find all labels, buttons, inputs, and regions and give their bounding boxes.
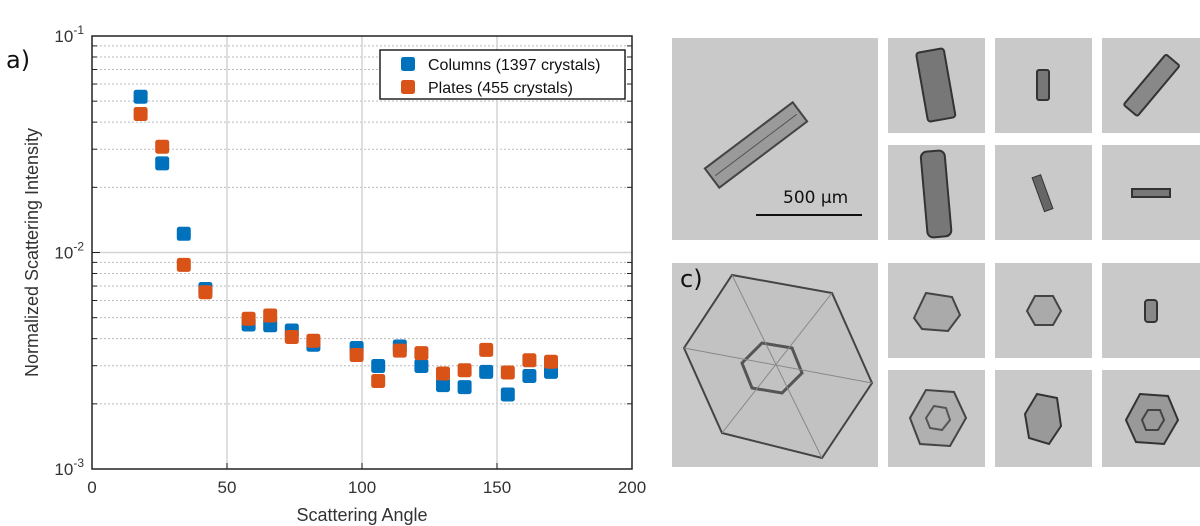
x-tick-label: 0 [87, 478, 96, 497]
column-crystal-photo [995, 38, 1092, 133]
legend-label: Plates (455 crystals) [428, 80, 573, 97]
x-tick-label: 200 [618, 478, 646, 497]
plate-crystal-photo [995, 263, 1092, 358]
column-data-point [436, 378, 450, 393]
legend-box [379, 49, 626, 100]
plate-crystal-photo [888, 263, 985, 358]
plate-data-point [371, 373, 386, 388]
scattering-chart: 0 50 100 150 200 10-1 10-2 10-3 Scattering Angle… [6, 23, 646, 525]
column-crystal-photo-large [672, 38, 878, 240]
plate-crystal-photo [888, 370, 985, 467]
plate-data-point [198, 285, 213, 300]
plate-data-point [479, 342, 494, 357]
x-tick-label: 50 [218, 478, 237, 497]
legend-marker [401, 57, 415, 71]
y-tick-label: 10-2 [54, 240, 84, 263]
plate-data-point [284, 330, 299, 345]
plate-data-point [436, 366, 450, 381]
column-data-point [500, 387, 515, 402]
plate-data-point [306, 333, 321, 348]
column-data-point [133, 89, 148, 104]
plate-data-point [457, 363, 472, 378]
plate-data-point [133, 107, 148, 122]
legend-label: Columns (1397 crystals) [428, 57, 601, 74]
y-tick-label: 10-1 [54, 23, 84, 46]
scale-bar-label: 500 μm [783, 188, 849, 208]
column-crystal-photo [1102, 145, 1200, 240]
plate-crystal-photo [995, 370, 1092, 467]
column-crystal-photo [1102, 38, 1200, 133]
column-crystal-photo [888, 38, 985, 133]
plate-data-point [263, 308, 278, 323]
x-tick-label: 150 [483, 478, 511, 497]
column-crystal-photo [995, 145, 1092, 240]
x-axis-label: Scattering Angle [296, 505, 427, 525]
panel-label-a: a) [6, 46, 30, 74]
legend-marker [401, 80, 415, 94]
plate-data-point [155, 139, 170, 154]
panel-label-c: c) [680, 265, 703, 293]
column-data-point [155, 156, 170, 171]
axes-box [91, 35, 633, 470]
column-crystal-photo [888, 145, 985, 240]
plate-data-point [241, 311, 256, 326]
plate-data-point [176, 257, 191, 272]
plate-data-point [522, 353, 537, 368]
column-data-point [176, 226, 191, 241]
column-data-point [522, 368, 537, 383]
plate-data-point [414, 346, 429, 361]
x-tick-label: 100 [348, 478, 376, 497]
scale-bar [756, 214, 862, 216]
plate-crystal-photo [1102, 370, 1200, 467]
column-data-point [414, 359, 429, 374]
plate-crystal-photo-large [672, 263, 878, 467]
column-data-point [371, 359, 386, 374]
column-data-point [479, 364, 494, 379]
column-data-point [457, 380, 472, 395]
plate-data-point [392, 343, 407, 358]
y-tick-label: 10-3 [54, 456, 84, 479]
plate-data-point [544, 354, 558, 369]
plate-data-point [500, 365, 515, 380]
y-axis-label: Normalized Scattering Intensity [22, 128, 42, 377]
plate-crystal-photo [1102, 263, 1200, 358]
plate-data-point [349, 348, 364, 363]
